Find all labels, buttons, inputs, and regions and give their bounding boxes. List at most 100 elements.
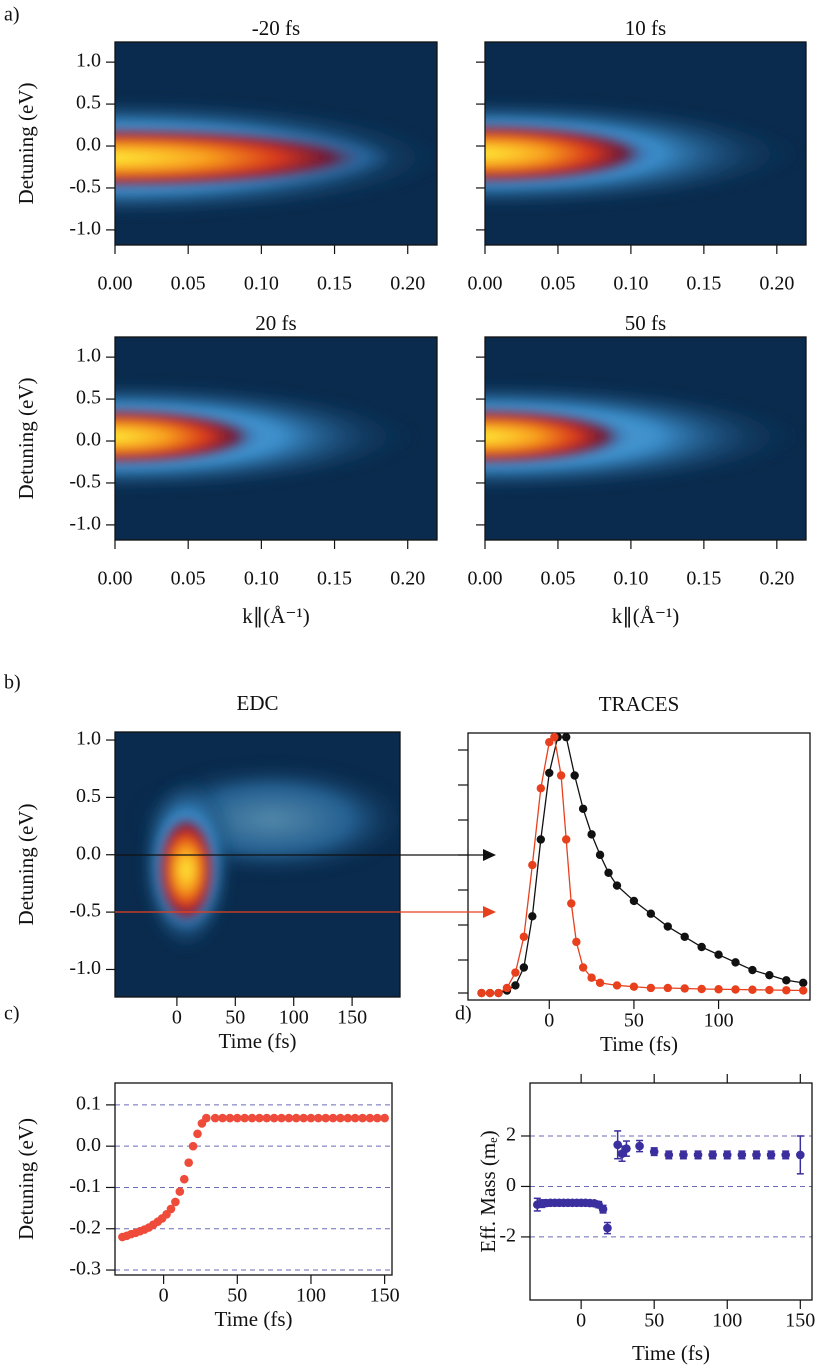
panel-label: d): [455, 1003, 472, 1025]
trace-point: [697, 942, 706, 952]
trace-point: [799, 986, 808, 995]
chart-title: EDC: [237, 691, 279, 715]
trace-point: [663, 983, 672, 993]
trace-point: [528, 912, 537, 921]
x-tick-label: 0: [172, 1007, 182, 1029]
y-tick-label: 0.5: [76, 387, 101, 409]
point: [737, 1150, 747, 1160]
point: [350, 1113, 360, 1123]
point: [202, 1113, 211, 1123]
heatmap-band: [485, 379, 806, 494]
y-tick-label: 0.0: [76, 429, 101, 451]
y-tick-label: 0.5: [76, 92, 101, 114]
y-tick-label: -0.5: [69, 471, 101, 493]
trace-point: [545, 738, 554, 747]
y-tick-label: -1.0: [69, 217, 101, 239]
x-tick-label: 0.20: [390, 568, 425, 590]
trace-point: [545, 768, 554, 778]
trace-point: [528, 860, 537, 870]
heatmap-core: [115, 125, 392, 191]
trace-point: [519, 932, 529, 941]
trace-point: [587, 830, 596, 839]
x-tick-label: 0.15: [317, 568, 352, 590]
trace-point: [782, 986, 791, 995]
x-tick-label: 0.10: [244, 273, 279, 295]
x-tick-label: 0.00: [98, 273, 133, 295]
y-tick-label: 0.1: [76, 1092, 101, 1114]
point: [225, 1113, 235, 1123]
point: [635, 1141, 644, 1151]
x-tick-label: 0.15: [317, 273, 352, 295]
x-axis-label: Time (fs): [600, 1032, 678, 1056]
panel-label: b): [4, 672, 21, 694]
trace-point: [561, 732, 571, 742]
x-tick-label: 0.00: [468, 568, 503, 590]
x-axis-label: Time (fs): [215, 1307, 293, 1331]
heatmap-image: [115, 732, 400, 997]
trace-point: [731, 985, 740, 994]
point: [247, 1113, 257, 1123]
x-axis-label: Time (fs): [219, 1029, 297, 1053]
point: [232, 1113, 242, 1123]
trace-point: [567, 899, 576, 908]
y-axis-label: Detuning (eV): [14, 804, 38, 926]
arrow-head: [483, 906, 496, 918]
point: [171, 1197, 180, 1207]
trace-point: [511, 968, 520, 977]
x-tick-label: 150: [785, 1310, 815, 1332]
heatmap-core: [485, 406, 640, 467]
panel-label: a): [4, 4, 20, 26]
trace-point: [485, 988, 495, 998]
x-tick-label: 0: [159, 1285, 169, 1307]
trace-point: [629, 896, 639, 906]
point: [752, 1150, 761, 1160]
arrow-head: [483, 849, 496, 861]
plot-frame: [467, 732, 811, 1001]
y-tick-label: -0.3: [69, 1258, 101, 1280]
x-tick-label: 0.05: [171, 273, 206, 295]
y-tick-label: 1.0: [76, 728, 101, 750]
trace-point: [612, 981, 622, 990]
point: [796, 1150, 805, 1160]
point: [598, 1204, 608, 1214]
point: [218, 1113, 227, 1123]
x-axis-label: k∥(Å⁻¹): [612, 604, 680, 628]
heatmap-core: [154, 811, 218, 929]
point: [291, 1113, 301, 1123]
trace-point: [697, 984, 706, 994]
x-tick-label: 0.20: [759, 273, 794, 295]
point: [188, 1141, 198, 1151]
x-tick-label: 0.10: [613, 568, 648, 590]
x-tick-label: 0.05: [540, 273, 575, 295]
trace-point: [561, 835, 571, 844]
point: [262, 1113, 272, 1123]
heatmap-core: [115, 406, 270, 467]
x-tick-label: 0.05: [540, 568, 575, 590]
trace-point: [612, 881, 622, 890]
chart-title: 50 fs: [625, 311, 666, 335]
trace-point: [714, 985, 723, 994]
x-tick-label: 0.10: [244, 568, 279, 590]
trace-point: [536, 784, 546, 793]
point: [193, 1129, 202, 1139]
point: [372, 1113, 382, 1123]
point: [365, 1113, 375, 1123]
trace-line: [481, 736, 804, 994]
point: [299, 1113, 308, 1123]
point: [314, 1113, 323, 1123]
x-tick-label: 0.20: [759, 568, 794, 590]
x-axis-label: k∥(Å⁻¹): [242, 604, 310, 628]
trace-point: [782, 976, 791, 985]
plot-frame: [114, 336, 438, 541]
trace-y-ticks: [458, 749, 468, 994]
x-axis-label: Time (fs): [632, 1341, 710, 1365]
heatmap-image: [115, 42, 437, 245]
point: [284, 1113, 294, 1123]
point: [649, 1147, 659, 1156]
point: [380, 1113, 389, 1123]
trace-point: [578, 804, 588, 813]
point: [328, 1113, 338, 1123]
y-tick-label: -1.0: [69, 957, 101, 979]
y-tick-label: -2: [499, 1225, 516, 1247]
point: [603, 1223, 612, 1233]
